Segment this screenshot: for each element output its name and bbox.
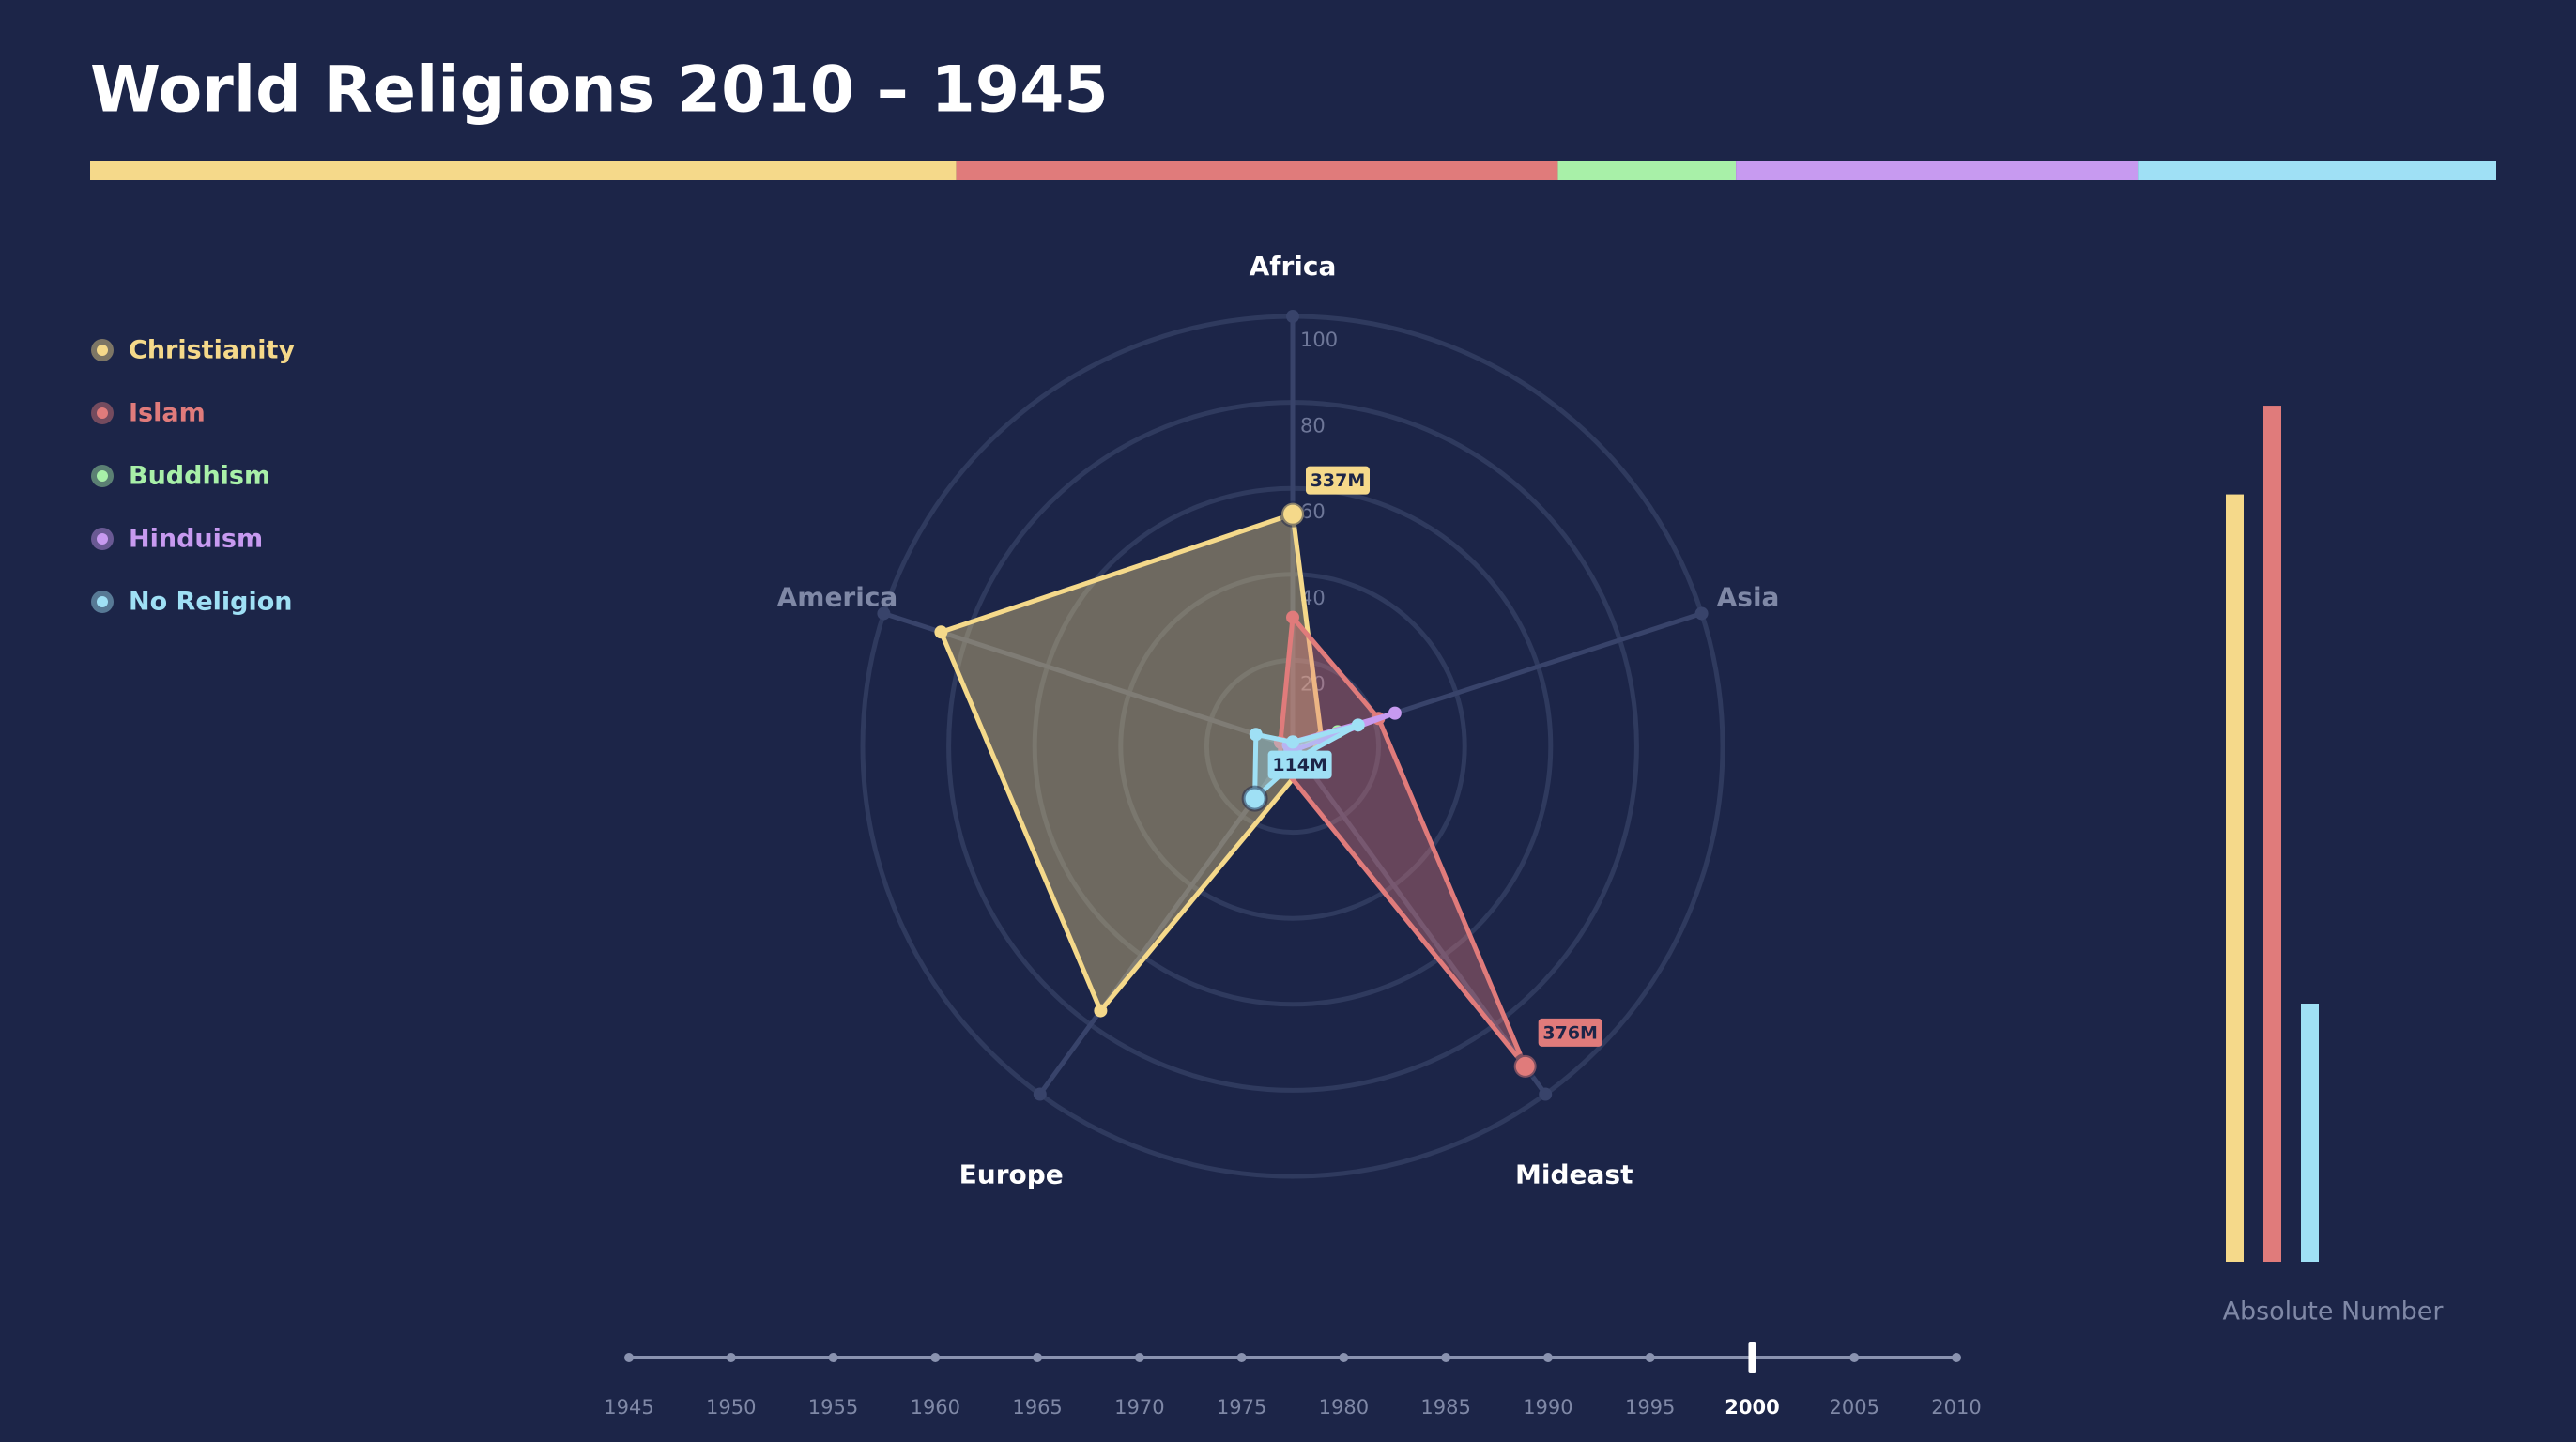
share-segment xyxy=(1557,161,1737,180)
axis-end xyxy=(877,606,891,621)
axis-label[interactable]: Asia xyxy=(1717,581,1780,612)
legend-dot-core xyxy=(97,596,108,607)
axis-label[interactable]: Europe xyxy=(959,1159,1064,1190)
share-segment xyxy=(90,161,957,180)
timeline-year[interactable]: 1955 xyxy=(808,1396,858,1419)
data-point[interactable] xyxy=(1241,785,1268,812)
timeline-tick[interactable] xyxy=(1033,1353,1043,1362)
data-point[interactable] xyxy=(1388,706,1402,720)
annotation: 376M xyxy=(1542,1022,1598,1043)
timeline-year[interactable]: 1990 xyxy=(1523,1396,1572,1419)
bar xyxy=(2263,406,2281,1262)
r-tick-label: 80 xyxy=(1300,415,1326,437)
radar-axis xyxy=(882,611,1294,749)
timeline-tick[interactable] xyxy=(1849,1353,1860,1362)
timeline-tick[interactable] xyxy=(624,1353,634,1362)
legend-dot-core xyxy=(97,533,108,545)
timeline-year[interactable]: 1970 xyxy=(1114,1396,1164,1419)
title: World Religions 2010 – 1945 xyxy=(90,54,1109,128)
series-area xyxy=(938,512,1324,1014)
timeline-year[interactable]: 1980 xyxy=(1319,1396,1369,1419)
timeline-tick[interactable] xyxy=(1952,1353,1961,1362)
axis-label[interactable]: America xyxy=(777,581,898,612)
share-segment xyxy=(2138,161,2496,180)
timeline-tick[interactable] xyxy=(828,1353,838,1362)
timeline-tick[interactable] xyxy=(1236,1353,1247,1362)
legend-dot-core xyxy=(97,345,108,356)
axis-end xyxy=(1033,1087,1047,1101)
annotation: 337M xyxy=(1311,470,1366,491)
share-segment xyxy=(956,161,1558,180)
timeline-year[interactable]: 1950 xyxy=(706,1396,756,1419)
legend-label[interactable]: Islam xyxy=(129,399,206,428)
axis-end xyxy=(1539,1087,1553,1101)
bar xyxy=(2301,1004,2319,1262)
data-point[interactable] xyxy=(1249,728,1263,742)
annotation: 114M xyxy=(1272,755,1327,775)
legend-label[interactable]: Hinduism xyxy=(129,525,263,554)
timeline-tick[interactable] xyxy=(1645,1353,1655,1362)
legend-label[interactable]: Christianity xyxy=(129,336,295,365)
timeline-tick[interactable] xyxy=(1441,1353,1451,1362)
legend-label[interactable]: No Religion xyxy=(129,588,293,617)
timeline-handle[interactable] xyxy=(1748,1342,1756,1373)
timeline-year[interactable]: 1975 xyxy=(1217,1396,1266,1419)
timeline-tick[interactable] xyxy=(930,1353,941,1362)
data-point[interactable] xyxy=(934,625,948,639)
timeline-year[interactable]: 2000 xyxy=(1725,1396,1779,1419)
timeline-tick[interactable] xyxy=(1339,1353,1349,1362)
legend-dot-core xyxy=(97,470,108,482)
bar-axis-label: Absolute Number xyxy=(2222,1297,2444,1327)
legend-dot-core xyxy=(97,407,108,419)
annotation-box xyxy=(1306,466,1370,495)
data-point[interactable] xyxy=(1286,610,1299,624)
data-point[interactable] xyxy=(1511,1052,1539,1080)
share-segment xyxy=(1736,161,2139,180)
axis-end xyxy=(1286,310,1299,323)
data-point[interactable] xyxy=(1280,500,1306,528)
data-point[interactable] xyxy=(1094,1004,1108,1018)
timeline-year[interactable]: 1985 xyxy=(1420,1396,1470,1419)
data-point[interactable] xyxy=(1286,735,1299,749)
timeline-year[interactable]: 1945 xyxy=(604,1396,653,1419)
annotation-box xyxy=(1538,1018,1602,1047)
timeline-tick[interactable] xyxy=(726,1353,736,1362)
axis-label[interactable]: Africa xyxy=(1250,251,1337,282)
timeline-tick[interactable] xyxy=(1134,1353,1144,1362)
axis-end xyxy=(1694,606,1709,621)
data-point[interactable] xyxy=(1351,718,1365,732)
legend-label[interactable]: Buddhism xyxy=(129,462,270,491)
timeline-tick[interactable] xyxy=(1542,1353,1553,1362)
annotation-box xyxy=(1267,750,1332,779)
timeline-year[interactable]: 1965 xyxy=(1012,1396,1062,1419)
timeline-year[interactable]: 1995 xyxy=(1625,1396,1675,1419)
r-tick-label: 100 xyxy=(1300,329,1338,351)
bar xyxy=(2226,494,2244,1262)
timeline-year[interactable]: 2010 xyxy=(1931,1396,1981,1419)
axis-label[interactable]: Mideast xyxy=(1515,1159,1633,1190)
timeline-year[interactable]: 2005 xyxy=(1830,1396,1879,1419)
timeline-year[interactable]: 1960 xyxy=(911,1396,960,1419)
